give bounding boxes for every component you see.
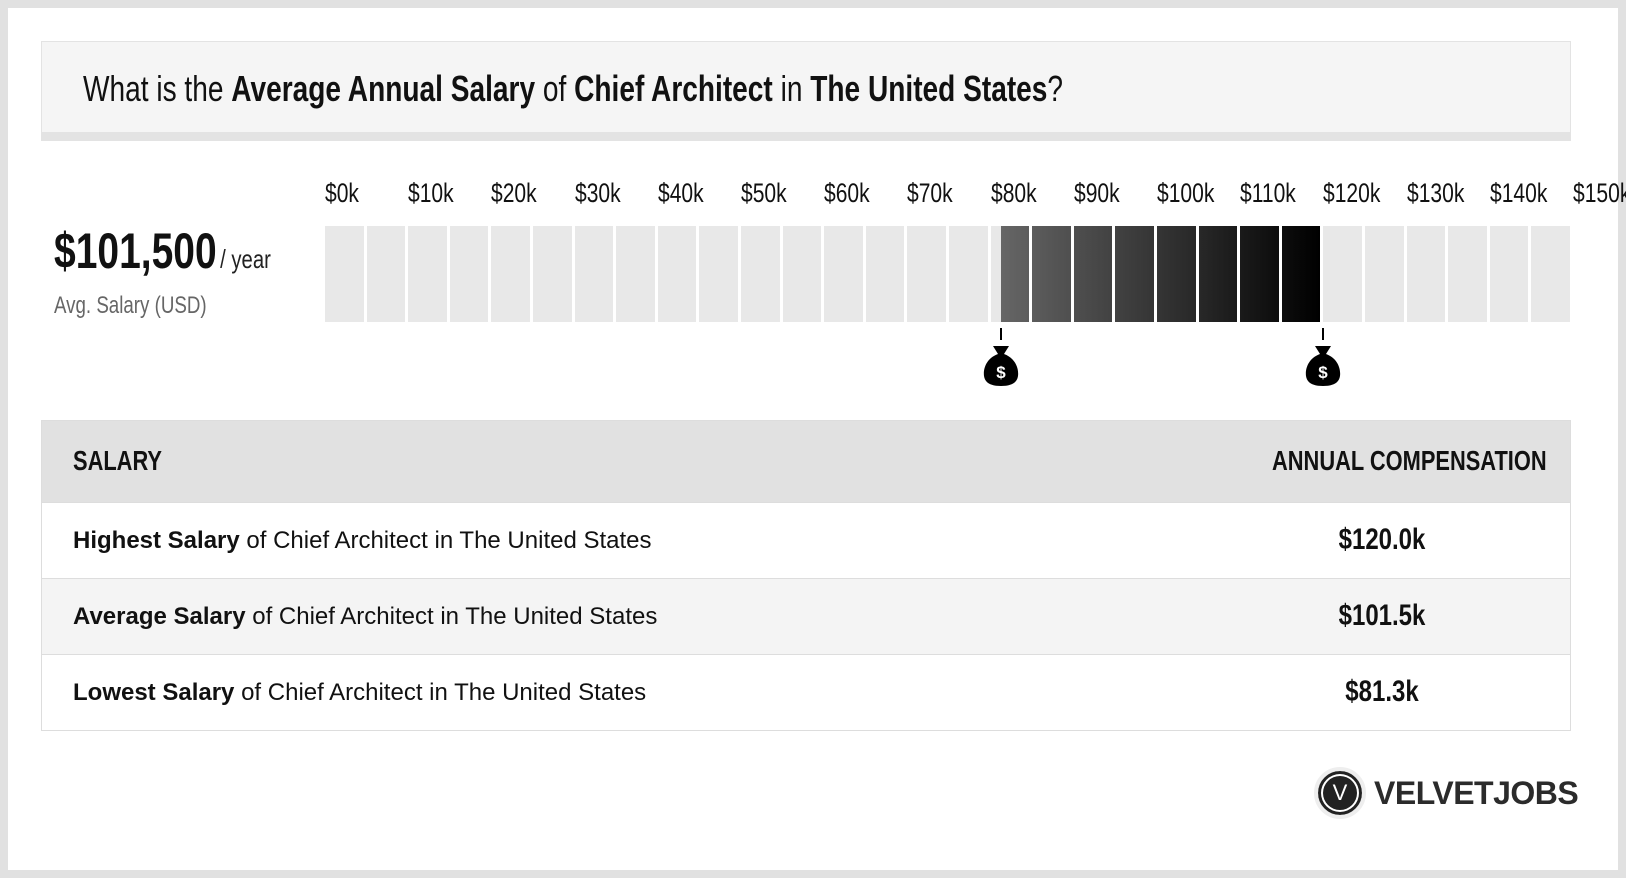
average-salary-value: $101,500 [54, 223, 217, 279]
table-header: SALARY ANNUAL COMPENSATION [42, 421, 1570, 502]
bar-segment [1365, 226, 1404, 322]
bar-segment [1489, 226, 1529, 322]
bar-segment-filled [1115, 226, 1154, 322]
tick-label: $10k [408, 178, 454, 208]
tick-label: $140k [1489, 178, 1548, 208]
money-bag-icon: $ [1303, 328, 1343, 395]
svg-text:$: $ [997, 363, 1007, 382]
bar-segment [824, 226, 863, 322]
row-label: of Chief Architect in The United States [239, 527, 652, 554]
tick-label: $60k [824, 178, 870, 208]
bar-segment [1448, 226, 1487, 322]
bar-segment [699, 226, 738, 322]
bar-segment [741, 226, 780, 322]
bar-segment-filled [1198, 226, 1238, 322]
tick-label: $120k [1323, 178, 1381, 208]
salary-range-bar [325, 226, 1573, 322]
bar-segment [1406, 226, 1446, 322]
table-row: Average Salary of Chief Architect in The… [42, 578, 1570, 654]
column-header-compensation: ANNUAL COMPENSATION [1272, 445, 1547, 476]
bar-segment [949, 226, 988, 322]
bar-segment [491, 226, 530, 322]
bar-segment [533, 226, 572, 322]
salary-table: SALARY ANNUAL COMPENSATION Highest Salar… [41, 420, 1571, 731]
tick-label: $30k [574, 178, 621, 208]
bar-segment [449, 226, 489, 322]
row-value: $120.0k [1338, 523, 1426, 556]
logo-mark: V [1314, 767, 1366, 819]
row-label-bold: Lowest Salary [73, 679, 235, 706]
bar-segment [408, 226, 447, 322]
velvetjobs-logo[interactable]: V VELVETJOBS [1314, 765, 1579, 821]
row-value: $101.5k [1338, 599, 1426, 632]
bar-segment-filled [1001, 226, 1030, 322]
bar-segment [657, 226, 697, 322]
bar-segment [907, 226, 946, 322]
bar-segment [1323, 226, 1362, 322]
row-label-bold: Highest Salary [73, 527, 240, 554]
tick-label: $80k [990, 178, 1037, 208]
bar-segment [616, 226, 655, 322]
tick-label: $40k [657, 178, 704, 208]
bar-segment [366, 226, 406, 322]
tick-label: $0k [325, 178, 359, 208]
salary-unit: / year [220, 244, 271, 274]
bar-segment [865, 226, 905, 322]
question-header: What is the Average Annual Salary of Chi… [41, 41, 1571, 141]
bar-segment-filled [1073, 226, 1113, 322]
tick-label: $100k [1157, 178, 1215, 208]
bar-segment-filled [1281, 226, 1321, 322]
column-header-salary: SALARY [73, 445, 162, 476]
tick-label: $130k [1406, 178, 1464, 208]
bar-segment-filled [1032, 226, 1071, 322]
svg-text:$: $ [1319, 363, 1329, 382]
tick-label: $20k [491, 178, 538, 208]
row-label: of Chief Architect in The United States [245, 603, 658, 630]
table-row: Highest Salary of Chief Architect in The… [42, 502, 1570, 578]
bar-segment-filled [1240, 226, 1279, 322]
bar-segment [325, 226, 364, 322]
row-value: $81.3k [1345, 675, 1419, 708]
tick-label: $150k+ [1573, 178, 1626, 208]
tick-label: $70k [907, 178, 954, 208]
average-salary: $101,500 / year [54, 222, 271, 280]
page-title: What is the Average Annual Salary of Chi… [83, 68, 1064, 109]
logo-text: VELVETJOBS [1374, 774, 1579, 811]
tick-label: $50k [741, 178, 787, 208]
bar-segment [782, 226, 822, 322]
row-label: of Chief Architect in The United States [234, 679, 647, 706]
bar-segment [574, 226, 614, 322]
bar-segment-filled [1157, 226, 1196, 322]
tick-label: $90k [1073, 178, 1120, 208]
money-bag-icon: $ [981, 328, 1021, 395]
table-row: Lowest Salary of Chief Architect in The … [42, 654, 1570, 730]
average-salary-label: Avg. Salary (USD) [54, 292, 207, 319]
tick-label: $110k [1240, 178, 1297, 208]
bar-segment [1531, 226, 1570, 322]
row-label-bold: Average Salary [73, 603, 246, 630]
